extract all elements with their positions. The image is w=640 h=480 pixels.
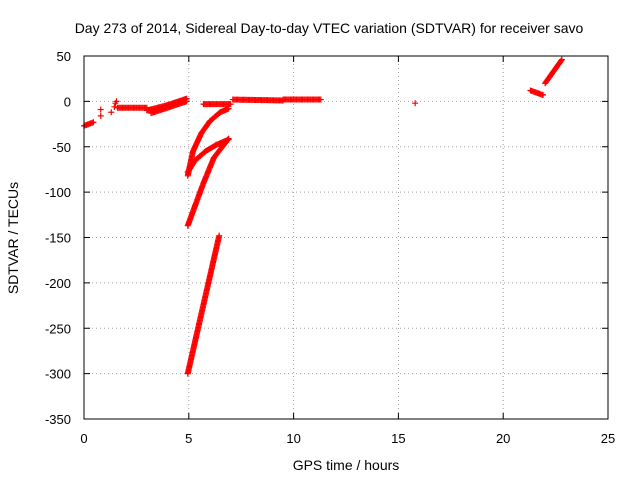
y-tick-label: -100 — [45, 185, 71, 200]
data-point — [412, 100, 419, 107]
y-tick-label: -250 — [45, 321, 71, 336]
y-tick-label: -50 — [52, 140, 71, 155]
data-point — [108, 109, 115, 116]
data-point — [111, 103, 118, 110]
data-point — [224, 136, 231, 143]
y-tick-labels: 50 0 -50 -100 -150 -200 -250 -300 -350 — [45, 49, 71, 427]
data-point — [558, 56, 565, 63]
x-tick-label: 25 — [601, 431, 615, 446]
y-tick-label: 50 — [57, 49, 71, 64]
y-tick-label: -350 — [45, 412, 71, 427]
x-tick-label: 15 — [391, 431, 405, 446]
x-tick-label: 20 — [496, 431, 510, 446]
chart-title: Day 273 of 2014, Sidereal Day-to-day VTE… — [75, 20, 584, 36]
y-tick-label: -300 — [45, 367, 71, 382]
data-point — [113, 98, 120, 105]
data-point — [97, 112, 104, 119]
data-points — [81, 56, 565, 377]
plot-frame — [83, 55, 609, 420]
x-axis-label: GPS time / hours — [293, 457, 400, 473]
data-point — [183, 98, 190, 105]
y-tick-label: -200 — [45, 276, 71, 291]
data-point — [90, 119, 97, 126]
data-point — [225, 135, 232, 142]
y-axis-label: SDTVAR / TECUs — [5, 182, 21, 294]
data-point — [97, 106, 104, 113]
x-tick-label: 0 — [80, 431, 87, 446]
y-tick-label: 0 — [64, 94, 71, 109]
x-tick-labels: 0 5 10 15 20 25 — [80, 431, 615, 446]
data-point — [317, 96, 324, 103]
data-point — [225, 105, 232, 112]
y-tick-label: -150 — [45, 231, 71, 246]
data-point — [227, 101, 234, 108]
x-tick-label: 5 — [185, 431, 192, 446]
data-point — [216, 232, 223, 239]
grid — [84, 56, 608, 419]
data-point — [558, 57, 565, 64]
x-tick-label: 10 — [286, 431, 300, 446]
data-point — [540, 92, 547, 99]
